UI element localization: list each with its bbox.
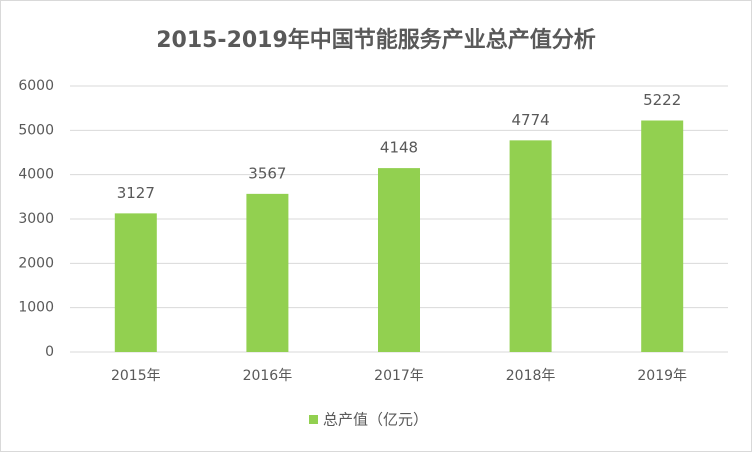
bar (114, 213, 157, 352)
data-label: 3127 (117, 184, 155, 202)
y-tick-label: 6000 (18, 78, 54, 94)
legend-label: 总产值（亿元） (323, 411, 428, 429)
x-tick-label: 2018年 (506, 368, 556, 384)
y-tick-label: 5000 (18, 122, 54, 138)
data-label: 5222 (643, 91, 681, 109)
chart-title: 2015-2019年中国节能服务产业总产值分析 (156, 27, 596, 53)
bar (378, 168, 420, 352)
x-tick-label: 2016年 (243, 368, 293, 384)
data-label: 4774 (512, 111, 550, 129)
bar (246, 193, 289, 352)
data-label: 3567 (248, 164, 286, 182)
legend-swatch (309, 415, 318, 424)
data-label: 4148 (380, 139, 418, 157)
x-tick-label: 2015年 (111, 368, 161, 384)
y-tick-label: 0 (45, 344, 54, 360)
bar (641, 120, 684, 352)
x-tick-label: 2019年 (637, 368, 687, 384)
y-tick-label: 1000 (18, 300, 54, 316)
y-tick-label: 4000 (18, 167, 54, 183)
y-tick-label: 3000 (18, 211, 54, 227)
y-tick-label: 2000 (18, 255, 54, 271)
bar (509, 140, 552, 352)
x-tick-label: 2017年 (374, 368, 424, 384)
